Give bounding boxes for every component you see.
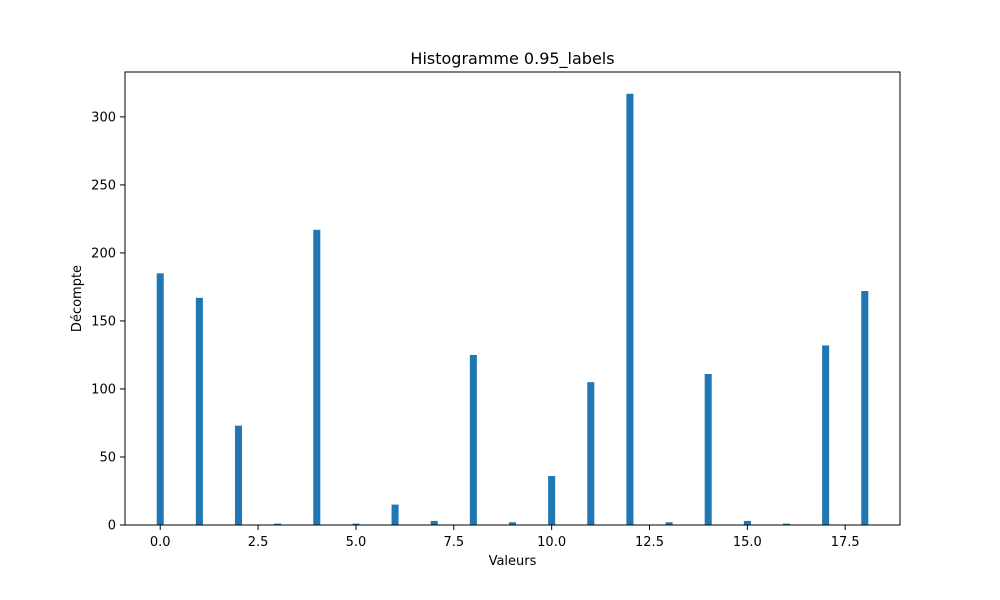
histogram-bar-18 bbox=[861, 291, 869, 525]
histogram-bar-9 bbox=[508, 522, 517, 525]
histogram-bar-7 bbox=[430, 520, 438, 525]
histogram-bar-8 bbox=[469, 354, 477, 525]
y-tick-label: 100 bbox=[91, 382, 116, 397]
histogram-bar-15 bbox=[743, 520, 751, 525]
histogram-bar-14 bbox=[704, 374, 712, 525]
y-tick-label: 150 bbox=[91, 314, 116, 329]
histogram-bar-12 bbox=[626, 93, 634, 526]
histogram-bar-11 bbox=[587, 382, 595, 525]
y-tick-label: 300 bbox=[91, 110, 116, 125]
y-tick-label: 200 bbox=[91, 246, 116, 261]
x-tick-label: 2.5 bbox=[248, 535, 269, 550]
x-tick-label: 5.0 bbox=[346, 535, 367, 550]
x-tick-label: 12.5 bbox=[635, 535, 664, 550]
histogram-bar-10 bbox=[548, 476, 556, 525]
x-tick-label: 10.0 bbox=[537, 535, 566, 550]
y-axis: 0 50 100 150 200 250 300 bbox=[91, 110, 125, 534]
y-tick-label: 0 bbox=[108, 519, 116, 534]
x-tick-label: 7.5 bbox=[443, 535, 464, 550]
y-tick-label: 250 bbox=[91, 178, 116, 193]
y-tick-label: 50 bbox=[99, 450, 116, 465]
histogram-bar-17 bbox=[822, 345, 830, 525]
histogram-bar-5 bbox=[352, 523, 360, 525]
x-axis-label: Valeurs bbox=[489, 554, 537, 569]
histogram-bar-6 bbox=[391, 504, 399, 525]
x-tick-label: 17.5 bbox=[831, 535, 860, 550]
histogram-bar-2 bbox=[234, 425, 243, 525]
chart-title: Histogramme 0.95_labels bbox=[410, 49, 614, 69]
x-tick-label: 15.0 bbox=[733, 535, 762, 550]
histogram-bar-3 bbox=[274, 523, 282, 525]
bars-group bbox=[156, 93, 869, 526]
histogram-bar-1 bbox=[195, 297, 203, 525]
histogram-bar-0 bbox=[156, 273, 164, 525]
plot-frame bbox=[124, 71, 901, 526]
x-tick-label: 0.0 bbox=[150, 535, 171, 550]
histogram-bar-16 bbox=[782, 523, 791, 525]
histogram-bar-4 bbox=[313, 229, 321, 525]
histogram-bar-13 bbox=[665, 522, 673, 525]
y-axis-label: Décompte bbox=[70, 265, 85, 332]
x-axis: 0.0 2.5 5.0 7.5 10.0 12.5 15.0 17.5 bbox=[150, 525, 860, 550]
